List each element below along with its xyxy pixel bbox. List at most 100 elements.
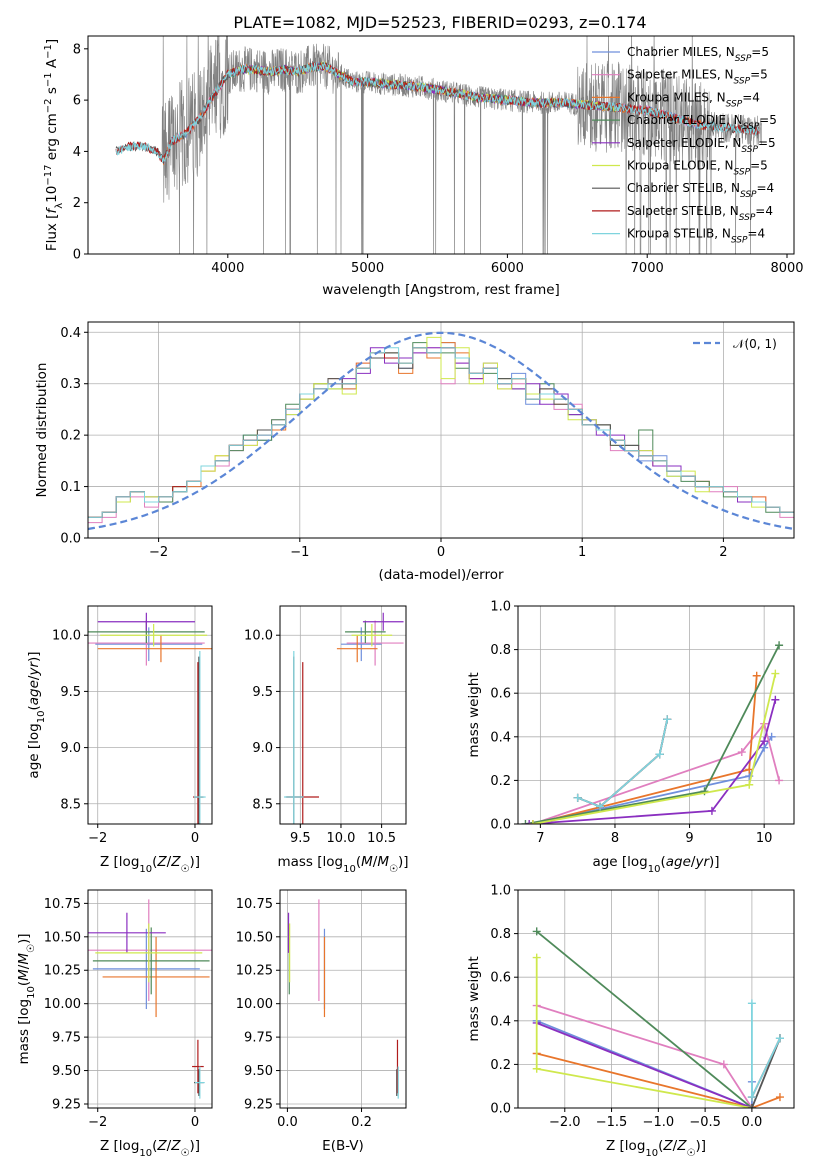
spectrum-x-label: wavelength [Angstrom, rest frame] <box>322 282 560 298</box>
errorbar-point <box>95 923 203 983</box>
label-part: 10 <box>139 864 152 875</box>
x-tick-label: −1.0 <box>643 1115 675 1130</box>
weightage-x-label: age [log10(age/yr)] <box>592 854 719 875</box>
y-tick-label: 0.6 <box>490 687 511 702</box>
x-tick-label: 6000 <box>491 261 524 276</box>
y-tick-label: 10.50 <box>44 930 81 945</box>
label-part: Z [log <box>606 1138 645 1154</box>
y-tick-label: 1.0 <box>490 884 511 899</box>
y-tick-label: 0.0 <box>490 1102 511 1117</box>
axes-spectrum: 4000 5000 6000 7000 8000 0 2 4 6 8 wavelength [Ang… <box>43 35 804 298</box>
x-tick-label: 0.0 <box>742 1115 763 1130</box>
legend-label: Salpeter STELIB, NSSP=4 <box>627 204 773 223</box>
spectrum-model-kroupa-stelib <box>115 61 760 163</box>
weight-marker <box>747 999 756 1008</box>
label-part: Z [log <box>100 1138 139 1154</box>
legend-label: Kroupa STELIB, NSSP=4 <box>627 227 765 246</box>
normal-legend-label: 𝒩(0, 1) <box>733 337 777 351</box>
weight-marker <box>775 1034 784 1043</box>
axes-frame <box>279 605 407 825</box>
label-part: M <box>377 854 389 870</box>
axes-mass-vs-Z: −2 0 9.25 9.50 9.75 10.00 10.25 10.50 10.75 Z [lo… <box>16 889 213 1159</box>
errorbar-point <box>284 650 304 824</box>
normal-curve <box>88 331 794 531</box>
label-part: ☉ <box>686 1148 695 1159</box>
y-tick-label: 9.25 <box>244 1097 273 1112</box>
label-part: )] <box>189 1138 200 1154</box>
errorbar-point <box>351 623 393 647</box>
weight-marker <box>771 695 780 704</box>
y-tick-label: 0.0 <box>490 818 511 833</box>
y-tick-label: 9.0 <box>252 741 273 756</box>
legend-label: Chabrier ELODIE, NSSP=5 <box>627 113 777 132</box>
y-tick-label: 9.25 <box>52 1097 81 1112</box>
x-tick-label: 10 <box>756 831 773 846</box>
label-part: 10 <box>645 1148 658 1159</box>
x-tick-label: −2 <box>88 831 107 846</box>
label-part: )] <box>709 854 720 870</box>
x-tick-label: 10.0 <box>326 831 355 846</box>
legend-label-sub: SSP <box>743 122 760 132</box>
y-tick-label: 10.25 <box>236 964 273 979</box>
label-part: 10 <box>343 864 356 875</box>
label-part: 10 <box>26 986 37 999</box>
y-tick-label: 0.1 <box>60 480 81 495</box>
massz-y-label: mass [log10(M/M☉)] <box>16 933 37 1064</box>
weight-marker <box>775 1093 784 1102</box>
label-part: )] <box>26 651 42 662</box>
x-tick-label: 0.0 <box>277 1115 298 1130</box>
weight-marker <box>760 737 769 746</box>
weight-line-chabrier-miles <box>532 736 773 824</box>
errorbar-point <box>92 927 210 995</box>
x-tick-label: 10.5 <box>367 831 396 846</box>
weightage-y-label: mass weight <box>466 672 482 757</box>
spectrum-data-line <box>117 36 762 254</box>
x-tick-label: 0 <box>437 545 445 560</box>
label-part: )] <box>189 854 200 870</box>
label-part: / <box>16 964 32 969</box>
legend-label-sub: SSP <box>735 54 752 64</box>
y-tick-label: 0.2 <box>490 1058 511 1073</box>
label-part: Z <box>662 1138 673 1154</box>
label-part: / <box>373 854 378 870</box>
y-tick-label: 0.4 <box>490 730 511 745</box>
label-part: Flux [ <box>44 214 60 252</box>
label-part: 10 <box>44 186 60 203</box>
y-tick-label: 10.0 <box>244 629 273 644</box>
axes-frame <box>87 889 213 1109</box>
y-tick-label: 8.5 <box>60 797 81 812</box>
x-tick-label: 0.2 <box>351 1115 372 1130</box>
label-part: age <box>26 680 42 705</box>
label-part: yr <box>26 661 42 677</box>
y-tick-label: 1.0 <box>490 600 511 615</box>
label-part: )] <box>16 933 32 944</box>
weight-marker <box>745 780 754 789</box>
plot-area-mass-vs-EBV <box>287 899 399 1099</box>
axes-residuals: −2 −1 0 1 2 0.0 0.1 0.2 0.3 0.4 (data-model)/error… <box>34 321 795 583</box>
spectrum-y-label: Flux [fλ10−17 erg cm−2 s−1 A−1] <box>43 39 65 251</box>
spectrum-model-chabrier-stelib <box>115 62 760 164</box>
legend-label: Salpeter MILES, NSSP=5 <box>627 68 768 87</box>
weight-marker <box>775 641 784 650</box>
legend-label-part: =4 <box>755 204 773 218</box>
weight-marker <box>700 787 709 796</box>
legend-label-part: Chabrier ELODIE, N <box>627 113 743 127</box>
label-part: Z [log <box>100 854 139 870</box>
y-tick-label: 6 <box>73 94 81 109</box>
errorbar-point <box>346 620 404 666</box>
residual-y-label: Normed distribution <box>34 363 50 498</box>
weight-line-kroupa-elodie <box>535 957 753 1108</box>
legend-label-part: Kroupa ELODIE, N <box>627 159 734 173</box>
legend-label: Chabrier MILES, NSSP=5 <box>627 45 769 64</box>
residual-step-kroupa-elodie <box>88 336 794 518</box>
label-part: ☉ <box>26 944 37 953</box>
x-tick-label: 8 <box>611 831 619 846</box>
y-tick-label: 8.5 <box>252 797 273 812</box>
label-part: ( <box>660 854 665 870</box>
y-tick-label: 9.50 <box>52 1064 81 1079</box>
label-part: age [log <box>26 723 42 778</box>
errorbar-point <box>194 650 206 824</box>
legend-label: Kroupa ELODIE, NSSP=5 <box>627 159 768 178</box>
